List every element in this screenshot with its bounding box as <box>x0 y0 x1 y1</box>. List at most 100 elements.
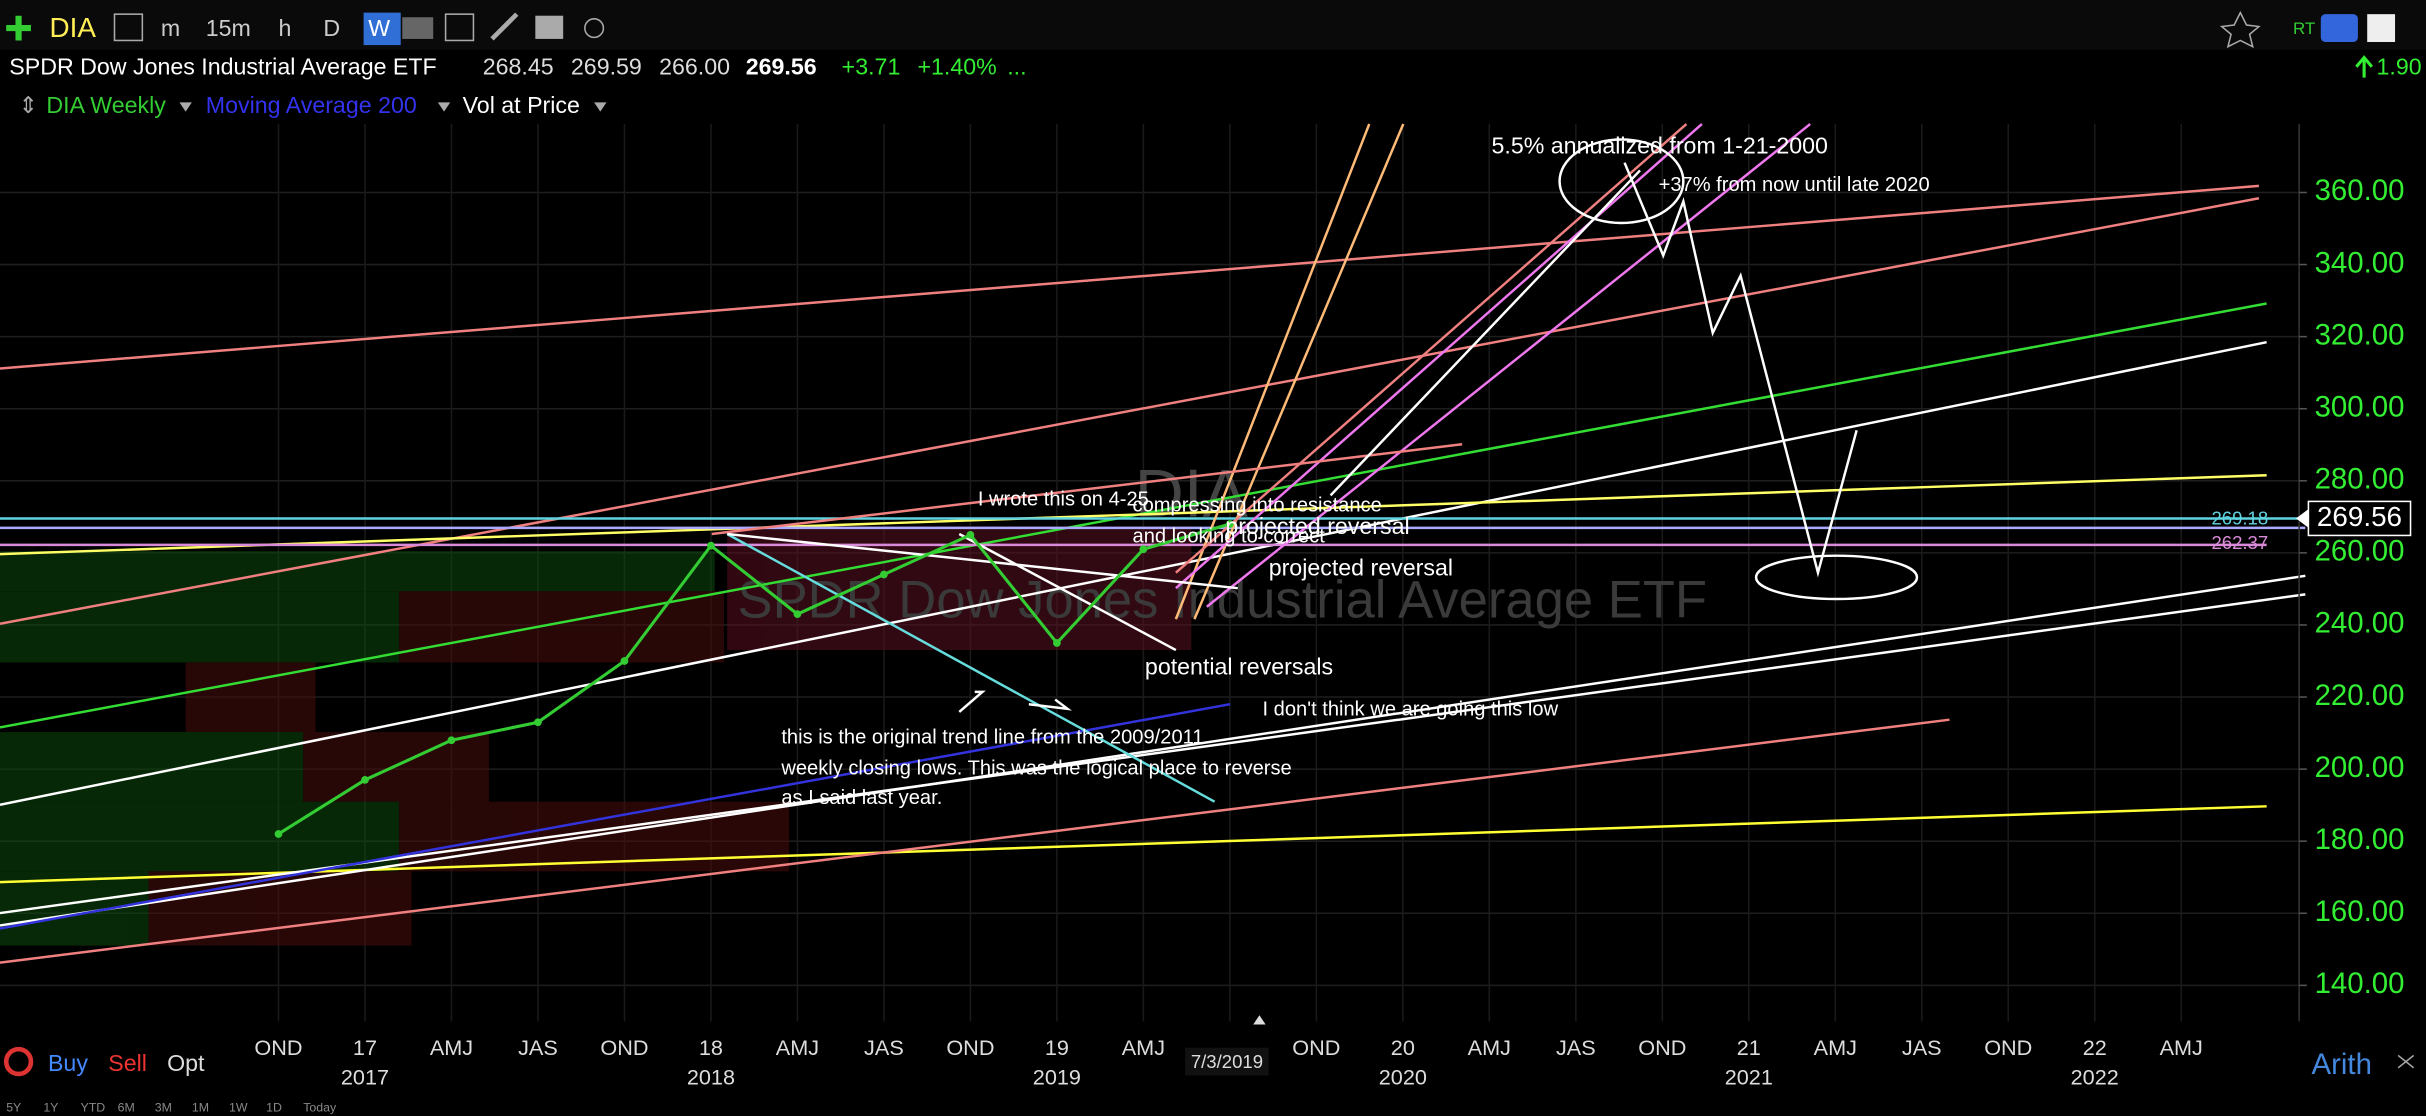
range[interactable]: 5Y <box>6 1100 21 1114</box>
price-point <box>880 570 888 579</box>
dropdown[interactable] <box>437 102 451 112</box>
add-icon[interactable] <box>6 15 31 41</box>
star-icon[interactable] <box>2219 10 2261 49</box>
toolbar: DIA RT <box>0 0 2426 50</box>
vol-box <box>0 551 715 592</box>
x-tick-label: OND <box>254 1035 302 1060</box>
x-tick-label: OND <box>600 1035 648 1060</box>
vol-box <box>0 591 400 663</box>
quote-open: 268.45 <box>483 53 554 79</box>
annotation: 5.5% annualized from 1-21-2000 <box>1491 132 1827 158</box>
y-tick-label: 220.00 <box>2315 679 2405 712</box>
opt[interactable]: Opt <box>167 1050 205 1076</box>
timeframe[interactable]: D <box>323 15 340 41</box>
y-tick-label: 180.00 <box>2315 823 2405 856</box>
trend-line <box>0 718 1950 964</box>
x-tick-label: OND <box>1638 1035 1686 1060</box>
range[interactable]: 1D <box>266 1100 282 1114</box>
range[interactable]: Today <box>303 1100 337 1114</box>
range[interactable]: 1Y <box>43 1100 58 1114</box>
price-point <box>274 830 283 838</box>
price-point <box>1139 545 1148 554</box>
annotation: I wrote this on 4-25 <box>978 488 1149 510</box>
low-ellipse <box>1754 554 1919 601</box>
s-button[interactable] <box>2320 14 2358 43</box>
vol-box <box>185 662 316 733</box>
trend-line <box>0 805 2267 884</box>
legend-arrows: ⇕ <box>19 92 38 118</box>
annotation: this is the original trend line from the… <box>781 727 1203 749</box>
price-label: 269.18 <box>2211 508 2268 529</box>
resize-icon[interactable] <box>2397 1054 2415 1069</box>
y-tick-label: 360.00 <box>2315 174 2405 207</box>
buy[interactable]: Buy <box>48 1050 88 1076</box>
range[interactable]: 1M <box>192 1100 209 1114</box>
x-tick-label: AMJ <box>1468 1035 1511 1060</box>
annotation: potential reversals <box>1145 654 1333 680</box>
y-tick-label: 340.00 <box>2315 246 2405 279</box>
menu-button[interactable] <box>2367 14 2396 43</box>
range[interactable]: 6M <box>118 1100 135 1114</box>
sell[interactable]: Sell <box>108 1050 147 1076</box>
trend-line <box>1175 123 1703 590</box>
x-tick-label: JAS <box>864 1035 904 1060</box>
timeframe-active <box>363 12 401 46</box>
timeframe[interactable]: 15m <box>206 15 251 41</box>
note-icon[interactable] <box>535 15 564 39</box>
price-point <box>620 657 629 665</box>
quote-low: 266.00 <box>659 53 730 79</box>
symbol[interactable]: DIA <box>50 12 97 43</box>
trend-line <box>727 532 1238 590</box>
legend-series[interactable]: DIA Weekly <box>46 92 166 118</box>
scale[interactable]: Arith <box>2312 1048 2372 1081</box>
share-icon[interactable] <box>584 18 605 39</box>
legend-overlay[interactable]: Vol at Price <box>463 92 580 118</box>
y-tick-label: 140.00 <box>2315 967 2405 1000</box>
trend-lines <box>0 123 2306 964</box>
dropdown[interactable] <box>179 102 192 112</box>
target-ellipse <box>1558 138 1685 225</box>
trend-line <box>0 340 2267 806</box>
chart-type-icon[interactable] <box>402 17 434 39</box>
legend-study[interactable]: Moving Average 200 <box>206 92 417 118</box>
range[interactable]: YTD <box>80 1100 105 1114</box>
year-label: 2022 <box>2071 1064 2119 1089</box>
annotation: I don't think we are going this low <box>1263 699 1559 721</box>
projection <box>1623 162 1858 578</box>
trend-line <box>711 443 1463 536</box>
trend-line <box>0 197 2260 625</box>
range[interactable]: 3M <box>155 1100 172 1114</box>
trend-line <box>1175 123 1688 574</box>
dropdown[interactable] <box>594 102 607 112</box>
x-tick-label: AMJ <box>430 1035 473 1060</box>
y-tick-label: 260.00 <box>2315 535 2405 568</box>
rt: RT <box>2293 19 2315 38</box>
x-tick-label: OND <box>1984 1035 2032 1060</box>
y-tick-label: 280.00 <box>2315 463 2405 496</box>
x-tick-label: 21 <box>1737 1035 1761 1060</box>
draw-icon[interactable] <box>490 12 519 41</box>
timeframe[interactable]: m <box>161 15 180 41</box>
cursor-date: 7/3/2019 <box>1191 1051 1263 1072</box>
range[interactable]: 1W <box>229 1100 248 1114</box>
year-label: 2018 <box>687 1064 735 1089</box>
trend-line <box>1329 169 1641 497</box>
x-tick-label: AMJ <box>1122 1035 1165 1060</box>
arrow <box>1028 698 1072 711</box>
year-label: 2019 <box>1033 1064 1081 1089</box>
trade-icon[interactable] <box>3 1046 34 1077</box>
last-price-pointer <box>2296 509 2309 528</box>
vol-box <box>0 801 400 872</box>
y-axis: 140.00 160.00 180.00 200.00 220.00 240.00 260.… <box>2211 174 2412 1000</box>
timeframe[interactable]: W <box>368 15 390 41</box>
calendar-icon[interactable] <box>444 13 475 42</box>
watermark-name: SPDR Dow Jones Industrial Average ETF <box>738 571 1708 630</box>
list-icon[interactable] <box>113 13 144 42</box>
year-label: 2017 <box>341 1064 389 1089</box>
price-point <box>447 736 456 745</box>
legend: ⇕ DIA Weekly Moving Average 200 Vol at P… <box>19 92 607 118</box>
timeframe[interactable]: h <box>278 15 291 41</box>
trend-line <box>726 532 1216 803</box>
